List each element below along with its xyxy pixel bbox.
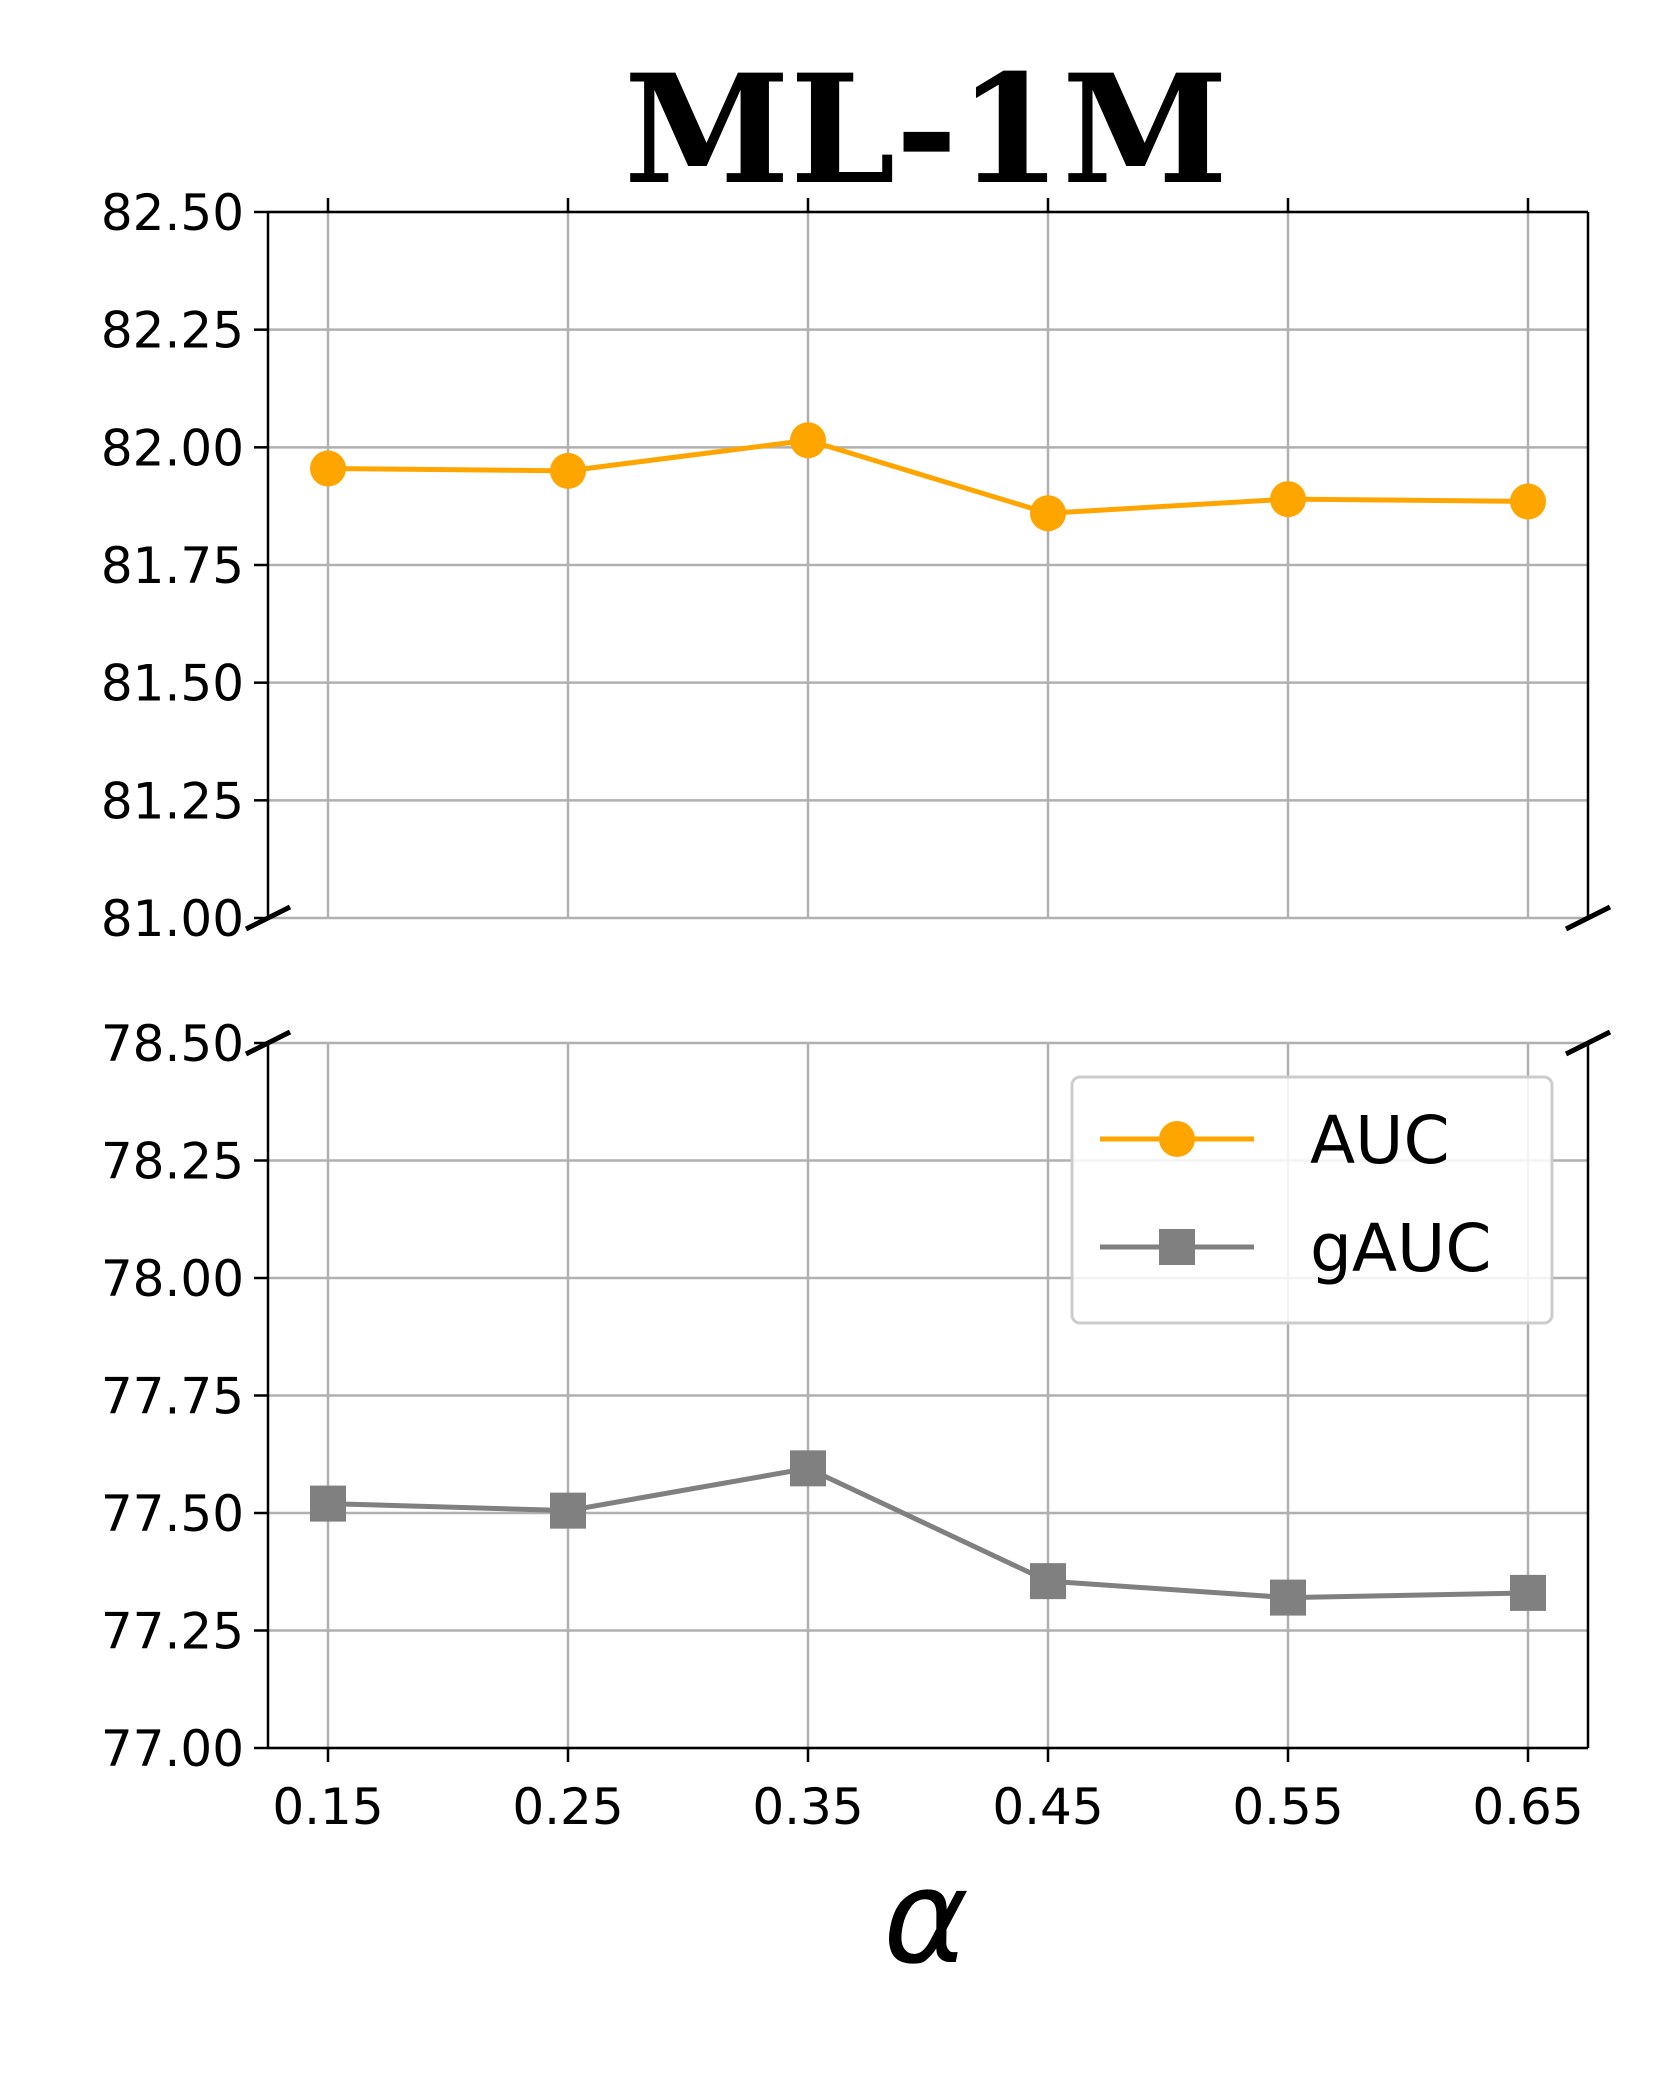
legend-marker-gauc [1159,1229,1195,1265]
legend-label-gauc: gAUC [1310,1210,1491,1287]
axis-break-mark [244,904,292,932]
y-tick-label: 78.00 [101,1250,244,1308]
y-tick-label: 82.00 [101,419,244,477]
y-tick-label: 77.00 [101,1720,244,1778]
chart-title: ML-1M [624,42,1228,218]
y-tick-label: 77.75 [101,1368,244,1426]
data-point-auc [1270,481,1306,518]
panels: 81.00 81.25 81.50 81.75 82.00 82.25 82.50 77.00… [101,184,1612,1836]
x-tick-label: 0.45 [992,1778,1103,1836]
legend-marker-auc [1159,1121,1195,1157]
series-gauc [310,1450,1546,1616]
series-line-auc [327,437,1529,516]
legend-label-auc: AUC [1310,1102,1450,1179]
panel-bottom: 77.00 77.25 77.50 77.75 78.00 78.25 78.50 0.15 0… [101,1015,1612,1836]
y-tick-label: 81.50 [101,655,244,713]
data-point-gauc [1510,1574,1546,1611]
y-tick-label: 78.25 [101,1133,244,1191]
x-tick-label: 0.65 [1472,1778,1583,1836]
data-point-gauc [1030,1563,1066,1600]
y-tick-label: 77.25 [101,1603,244,1661]
axis-break-mark [1564,904,1612,932]
x-axis-label: α [883,1841,969,1993]
x-tick-label: 0.55 [1232,1778,1343,1836]
y-tick-label: 81.25 [101,772,244,830]
axis-break-mark [244,1029,292,1057]
y-tick-label: 82.50 [101,184,244,242]
axis-break-mark [1564,1029,1612,1057]
legend: AUC gAUC [1070,1075,1554,1325]
data-point-gauc [310,1485,346,1522]
y-tick-label: 81.75 [101,537,244,595]
x-tick-label: 0.25 [512,1778,623,1836]
data-point-auc [310,450,346,487]
y-tick-label: 78.50 [101,1015,244,1073]
data-point-auc [550,452,586,489]
series-line-gauc [327,1465,1529,1601]
x-tick-label: 0.35 [752,1778,863,1836]
x-tick-label: 0.15 [272,1778,383,1836]
data-point-auc [1510,483,1546,520]
y-tick-label: 81.00 [101,890,244,948]
panel-top: 81.00 81.25 81.50 81.75 82.00 82.25 82.50 [101,184,1612,948]
data-point-gauc [550,1492,586,1529]
data-point-auc [790,422,826,459]
data-point-gauc [790,1450,826,1487]
data-point-auc [1030,495,1066,532]
data-point-gauc [1270,1579,1306,1616]
y-tick-label: 77.50 [101,1485,244,1543]
series-auc [310,422,1546,532]
y-tick-label: 82.25 [101,302,244,360]
